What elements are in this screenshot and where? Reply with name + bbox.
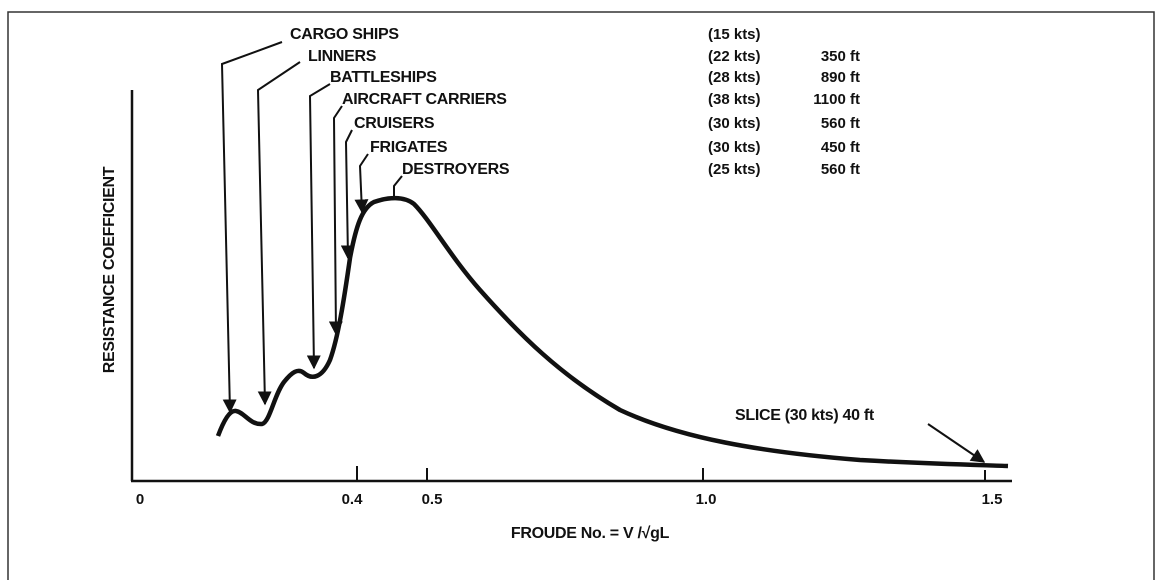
ship-length: 890 ft	[821, 69, 860, 86]
ship-speed: (30 kts)	[708, 139, 761, 156]
leader	[306, 83, 331, 370]
ship-name: CARGO SHIPS	[290, 26, 399, 43]
y-axis-label: RESISTANCE COEFFICIENT	[101, 166, 118, 373]
ship-name: AIRCRAFT CARRIERS	[342, 91, 507, 108]
x-tick-label: 0	[136, 491, 144, 508]
ship-speed: (22 kts)	[708, 48, 761, 65]
ship-speed: (15 kts)	[708, 26, 761, 43]
ship-length: 560 ft	[821, 161, 860, 178]
leader	[393, 175, 403, 198]
ship-name: FRIGATES	[370, 139, 448, 156]
ship-name: BATTLESHIPS	[330, 69, 437, 86]
resistance-curve	[215, 195, 1009, 469]
x-tick-label: 1.0	[696, 491, 717, 508]
x-tick-label: 1.5	[982, 491, 1003, 508]
x-tick-label: 0.4	[342, 491, 364, 508]
x-axis-label: FROUDE No. = V /√gL	[511, 525, 670, 542]
leader	[220, 41, 283, 414]
ship-speed: (38 kts)	[708, 91, 761, 108]
ship-speed: (28 kts)	[708, 69, 761, 86]
annotations: CARGO SHIPS (15 kts) LINNERS (22 kts) 350 ft…	[290, 26, 860, 178]
frame	[7, 11, 1155, 580]
slice-label: SLICE (30 kts) 40 ft	[735, 407, 875, 424]
leader	[340, 129, 355, 260]
ship-name: LINNERS	[308, 48, 377, 65]
ship-length: 450 ft	[821, 139, 860, 156]
ship-length: 350 ft	[821, 48, 860, 65]
ship-name: DESTROYERS	[402, 161, 510, 178]
ship-speed: (30 kts)	[708, 115, 761, 132]
leader	[927, 423, 986, 463]
ship-length: 1100 ft	[813, 91, 860, 108]
leader	[328, 105, 343, 336]
x-tick-label: 0.5	[422, 491, 443, 508]
leader	[354, 153, 369, 214]
leader-lines	[220, 41, 986, 463]
ship-length: 560 ft	[821, 115, 860, 132]
leader	[256, 61, 301, 406]
x-ticks	[356, 466, 986, 481]
ship-name: CRUISERS	[354, 115, 435, 132]
ship-speed: (25 kts)	[708, 161, 761, 178]
